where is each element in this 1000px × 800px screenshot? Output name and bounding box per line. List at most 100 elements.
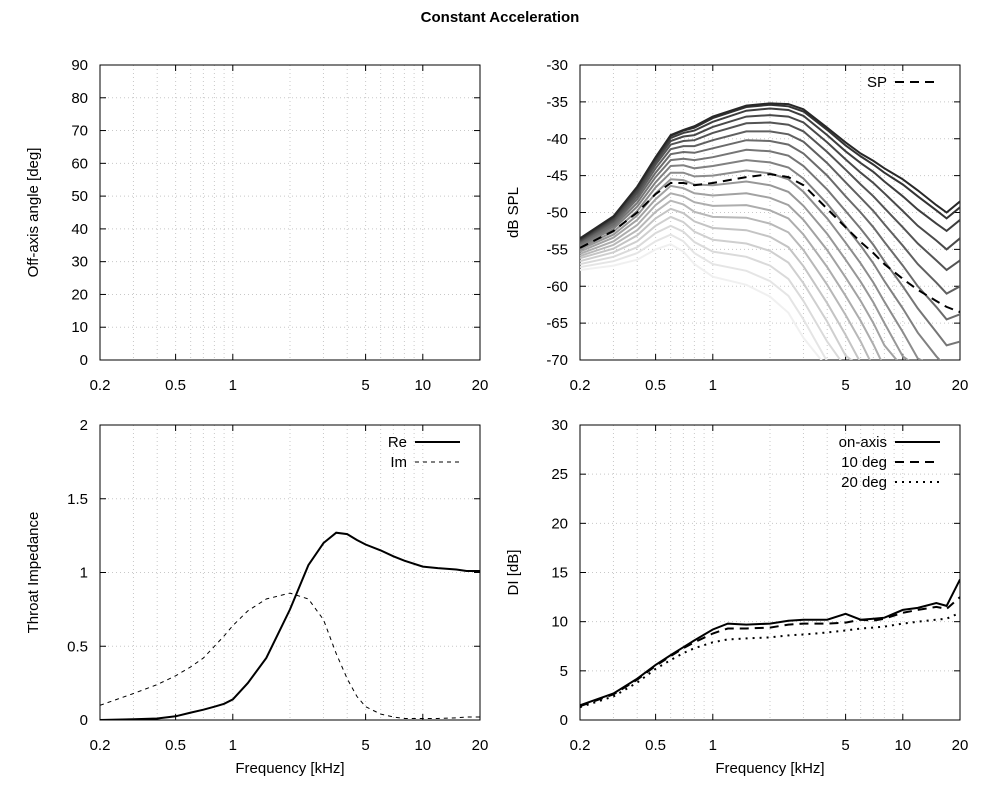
- x-tick-label: 5: [361, 377, 369, 394]
- x-tick-label: 20: [472, 737, 489, 754]
- x-tick-label: 0.5: [165, 737, 186, 754]
- offaxis-curve-15: [580, 114, 960, 251]
- y-tick-label: 90: [71, 57, 88, 74]
- x-tick-label: 0.2: [90, 377, 111, 394]
- y-tick-label: 1: [80, 565, 88, 582]
- x-tick-label: 1: [709, 737, 717, 754]
- x-tick-label: 20: [952, 377, 969, 394]
- offaxis-curve-0: [580, 102, 960, 240]
- x-tick-label: 0.5: [645, 737, 666, 754]
- plot-area: [580, 578, 960, 709]
- legend-label: Re: [388, 434, 407, 451]
- legend-label: 20 deg: [841, 474, 887, 491]
- x-tick-label: 0.5: [165, 377, 186, 394]
- y-tick-label: 10: [71, 319, 88, 336]
- y-tick-label: 15: [551, 565, 568, 582]
- offaxis-curve-45: [580, 169, 924, 360]
- y-tick-label: -50: [546, 205, 568, 222]
- y-tick-label: -30: [546, 57, 568, 74]
- y-tick-label: 70: [71, 123, 88, 140]
- x-tick-label: 5: [841, 737, 849, 754]
- y-tick-label: 20: [71, 286, 88, 303]
- plot-spl: -70 -65 -60 -55 -50 -45 -40 -35 -30 0.2 0.5 1 5 10 20 d…: [505, 57, 968, 394]
- y-tick-label: 0: [560, 712, 568, 729]
- y-tick-label: -70: [546, 352, 568, 369]
- y-tick-label: -60: [546, 278, 568, 295]
- offaxis-curve-80: [580, 224, 842, 360]
- series-on-axis: [580, 578, 960, 707]
- x-tick-label: 10: [894, 737, 911, 754]
- x-tick-label: 0.2: [570, 737, 591, 754]
- x-tick-label: 10: [414, 377, 431, 394]
- x-tick-label: 0.5: [645, 377, 666, 394]
- y-tick-label: 80: [71, 90, 88, 107]
- x-tick-label: 0.2: [570, 377, 591, 394]
- offaxis-curve-30: [580, 139, 960, 321]
- offaxis-curve-40: [580, 159, 942, 360]
- y-tick-label: 10: [551, 614, 568, 631]
- series-im: [100, 592, 480, 719]
- offaxis-curve-20: [580, 121, 960, 272]
- x-tick-label: 0.2: [90, 737, 111, 754]
- y-tick-label: 0: [80, 352, 88, 369]
- x-tick-label: 5: [841, 377, 849, 394]
- offaxis-curve-75: [580, 215, 853, 360]
- y-tick-label: -65: [546, 315, 568, 332]
- y-axis-label: Throat Impedance: [25, 512, 42, 634]
- x-tick-label: 5: [361, 737, 369, 754]
- offaxis-curve-60: [580, 192, 882, 360]
- x-axis-label: Frequency [kHz]: [715, 760, 824, 777]
- legend-label: on-axis: [839, 434, 887, 451]
- plot-frame: [99, 64, 481, 361]
- legend-label: Im: [390, 454, 407, 471]
- y-tick-label: 2: [80, 417, 88, 434]
- series-10-deg: [580, 596, 960, 708]
- x-tick-label: 1: [229, 737, 237, 754]
- offaxis-curve-65: [580, 199, 871, 360]
- y-tick-label: 0.5: [67, 638, 88, 655]
- series-sp: [580, 173, 960, 314]
- legend-label: 10 deg: [841, 454, 887, 471]
- x-tick-label: 1: [709, 377, 717, 394]
- offaxis-curve-85: [580, 233, 828, 360]
- x-tick-label: 20: [472, 377, 489, 394]
- legend: SP: [867, 74, 940, 91]
- offaxis-curve-35: [580, 148, 960, 347]
- grid: [99, 64, 481, 361]
- y-tick-label: 50: [71, 188, 88, 205]
- grid: [579, 424, 961, 721]
- y-tick-label: 0: [80, 712, 88, 729]
- x-tick-label: 10: [414, 737, 431, 754]
- x-axis-label: Frequency [kHz]: [235, 760, 344, 777]
- series-20-deg: [580, 611, 960, 709]
- offaxis-curve-55: [580, 184, 898, 360]
- y-tick-label: 30: [71, 254, 88, 271]
- offaxis-curve-70: [580, 207, 861, 360]
- y-axis-label: Off-axis angle [deg]: [25, 148, 42, 278]
- legend: Re Im: [388, 434, 460, 471]
- series-re: [100, 531, 480, 720]
- y-tick-label: -55: [546, 241, 568, 258]
- y-axis-label: DI [dB]: [505, 550, 522, 596]
- y-tick-label: 25: [551, 466, 568, 483]
- grid: [99, 424, 481, 721]
- plot-offaxis: 0 10 20 30 40 50 60 70 80 90 0.2 0.5 1 5 10 20 Off-axis …: [25, 57, 488, 394]
- y-tick-label: 30: [551, 417, 568, 434]
- plot-area: [100, 531, 480, 720]
- y-tick-label: 60: [71, 155, 88, 172]
- figure-title: Constant Acceleration: [420, 9, 580, 26]
- y-tick-label: 5: [560, 663, 568, 680]
- y-tick-label: -40: [546, 131, 568, 148]
- x-tick-label: 1: [229, 377, 237, 394]
- y-tick-label: 20: [551, 515, 568, 532]
- legend: on-axis 10 deg 20 deg: [839, 434, 940, 491]
- offaxis-curve-10: [580, 107, 960, 241]
- plot-area: [580, 102, 960, 360]
- offaxis-curve-50: [580, 178, 910, 360]
- plot-impedance: 0 0.5 1 1.5 2 0.2 0.5 1 5 10 20 Throat Impedance Fre…: [25, 417, 488, 777]
- y-tick-label: 1.5: [67, 491, 88, 508]
- y-axis-label: dB SPL: [505, 187, 522, 238]
- legend-label: SP: [867, 74, 887, 91]
